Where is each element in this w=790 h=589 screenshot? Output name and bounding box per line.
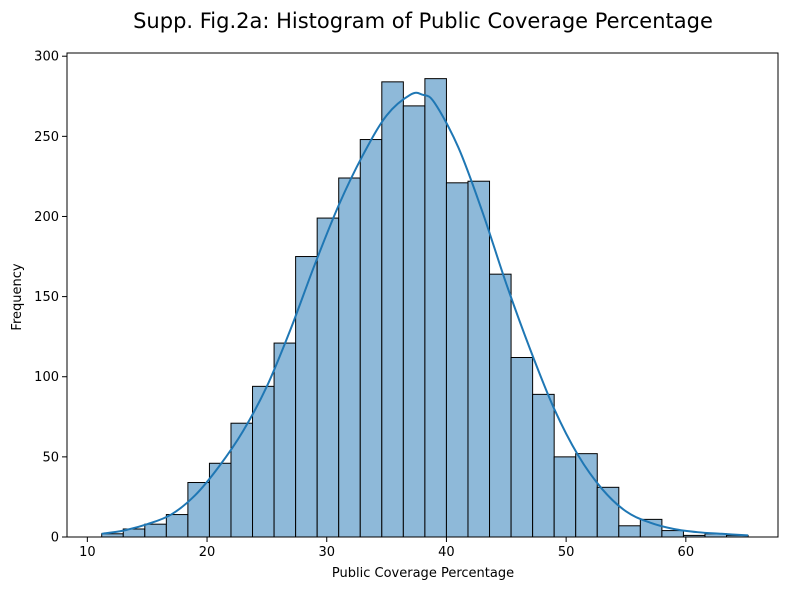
histogram-bar <box>165 514 189 538</box>
histogram-bar <box>381 81 404 538</box>
histogram-bar <box>661 530 684 538</box>
kde-curve <box>101 91 749 537</box>
histogram-bar <box>338 177 361 538</box>
histogram-bar <box>510 357 534 538</box>
histogram-bar <box>618 525 641 538</box>
y-axis: 0 50 100 150 200 250 300 <box>34 50 67 546</box>
histogram-bar <box>467 180 491 538</box>
histogram-bar <box>359 139 383 538</box>
histogram-bars <box>101 78 749 538</box>
x-tick-label: 50 <box>558 545 575 560</box>
histogram-bar <box>295 256 318 538</box>
y-tick-label: 250 <box>34 130 59 145</box>
y-tick-label: 100 <box>34 370 59 385</box>
histogram-bar <box>230 422 254 538</box>
histogram-bar <box>532 393 555 538</box>
y-tick-label: 150 <box>34 290 59 305</box>
histogram-bar <box>402 105 426 538</box>
plot-frame <box>66 52 779 538</box>
x-axis: 10 20 30 40 50 60 <box>79 537 694 560</box>
histogram-bar <box>489 273 512 538</box>
y-tick-label: 50 <box>42 450 59 465</box>
y-tick-label: 300 <box>34 50 59 65</box>
x-tick-label: 60 <box>678 545 695 560</box>
chart-title: Supp. Fig.2a: Histogram of Public Covera… <box>133 9 713 33</box>
histogram-bar <box>445 182 469 538</box>
x-tick-label: 30 <box>318 545 335 560</box>
x-axis-label: Public Coverage Percentage <box>332 566 514 581</box>
y-tick-label: 0 <box>51 531 59 546</box>
histogram-bar <box>424 78 447 538</box>
y-tick-label: 200 <box>34 210 59 225</box>
histogram-bar <box>144 523 167 538</box>
histogram-bar <box>553 456 577 538</box>
histogram-bar <box>316 217 340 538</box>
x-tick-label: 40 <box>438 545 455 560</box>
x-tick-label: 20 <box>199 545 216 560</box>
histogram-bar <box>575 453 598 538</box>
histogram-bar <box>273 342 297 538</box>
y-axis-label: Frequency <box>10 263 25 330</box>
x-tick-label: 10 <box>79 545 96 560</box>
